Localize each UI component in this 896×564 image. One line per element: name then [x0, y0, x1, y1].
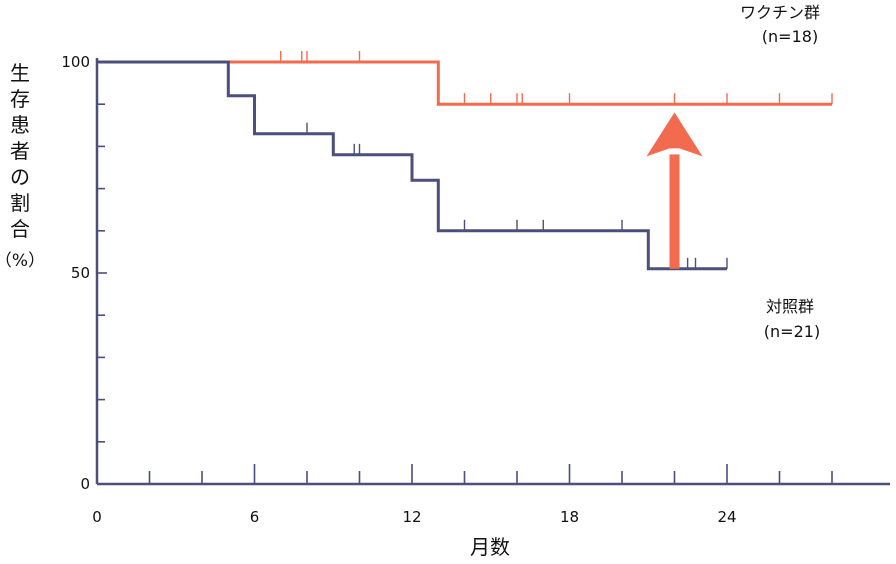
y-tick-label: 50 [71, 264, 90, 282]
x-tick-label: 12 [402, 508, 421, 526]
control-survival-line [97, 60, 727, 271]
vaccine-group-label: ワクチン群 [740, 3, 820, 22]
y-axis-title-char: 生 [10, 61, 30, 85]
vaccine-n-label: (n=18) [762, 27, 818, 46]
x-tick-label: 0 [92, 508, 102, 526]
arrow-head [646, 112, 703, 157]
control-n-label: (n=21) [764, 322, 820, 341]
y-axis-title-char: 者 [10, 139, 30, 163]
axes [95, 58, 890, 486]
y-axis-title-char: の [10, 165, 30, 189]
y-axis-title-char: 合 [10, 217, 30, 241]
x-axis-title: 月数 [470, 535, 510, 559]
control-group-label: 対照群 [766, 297, 814, 316]
arrow-shaft [669, 154, 680, 269]
x-tick-label: 18 [560, 508, 579, 526]
y-axis-title-char: 割 [10, 191, 30, 215]
series-lines [97, 60, 832, 271]
y-axis-title-char: 患 [10, 113, 30, 137]
x-tick-label: 6 [250, 508, 260, 526]
improvement-arrow [646, 112, 703, 269]
x-tick-label: 24 [717, 508, 736, 526]
y-tick-label: 100 [61, 53, 90, 71]
y-tick-label: 0 [80, 475, 90, 493]
axis-ticks: 0 6 12 18 24 0 50 100 [61, 53, 833, 526]
y-axis-title-char: 存 [10, 87, 30, 111]
censor-marks [280, 51, 833, 269]
y-axis-title-char: （%） [0, 251, 45, 271]
